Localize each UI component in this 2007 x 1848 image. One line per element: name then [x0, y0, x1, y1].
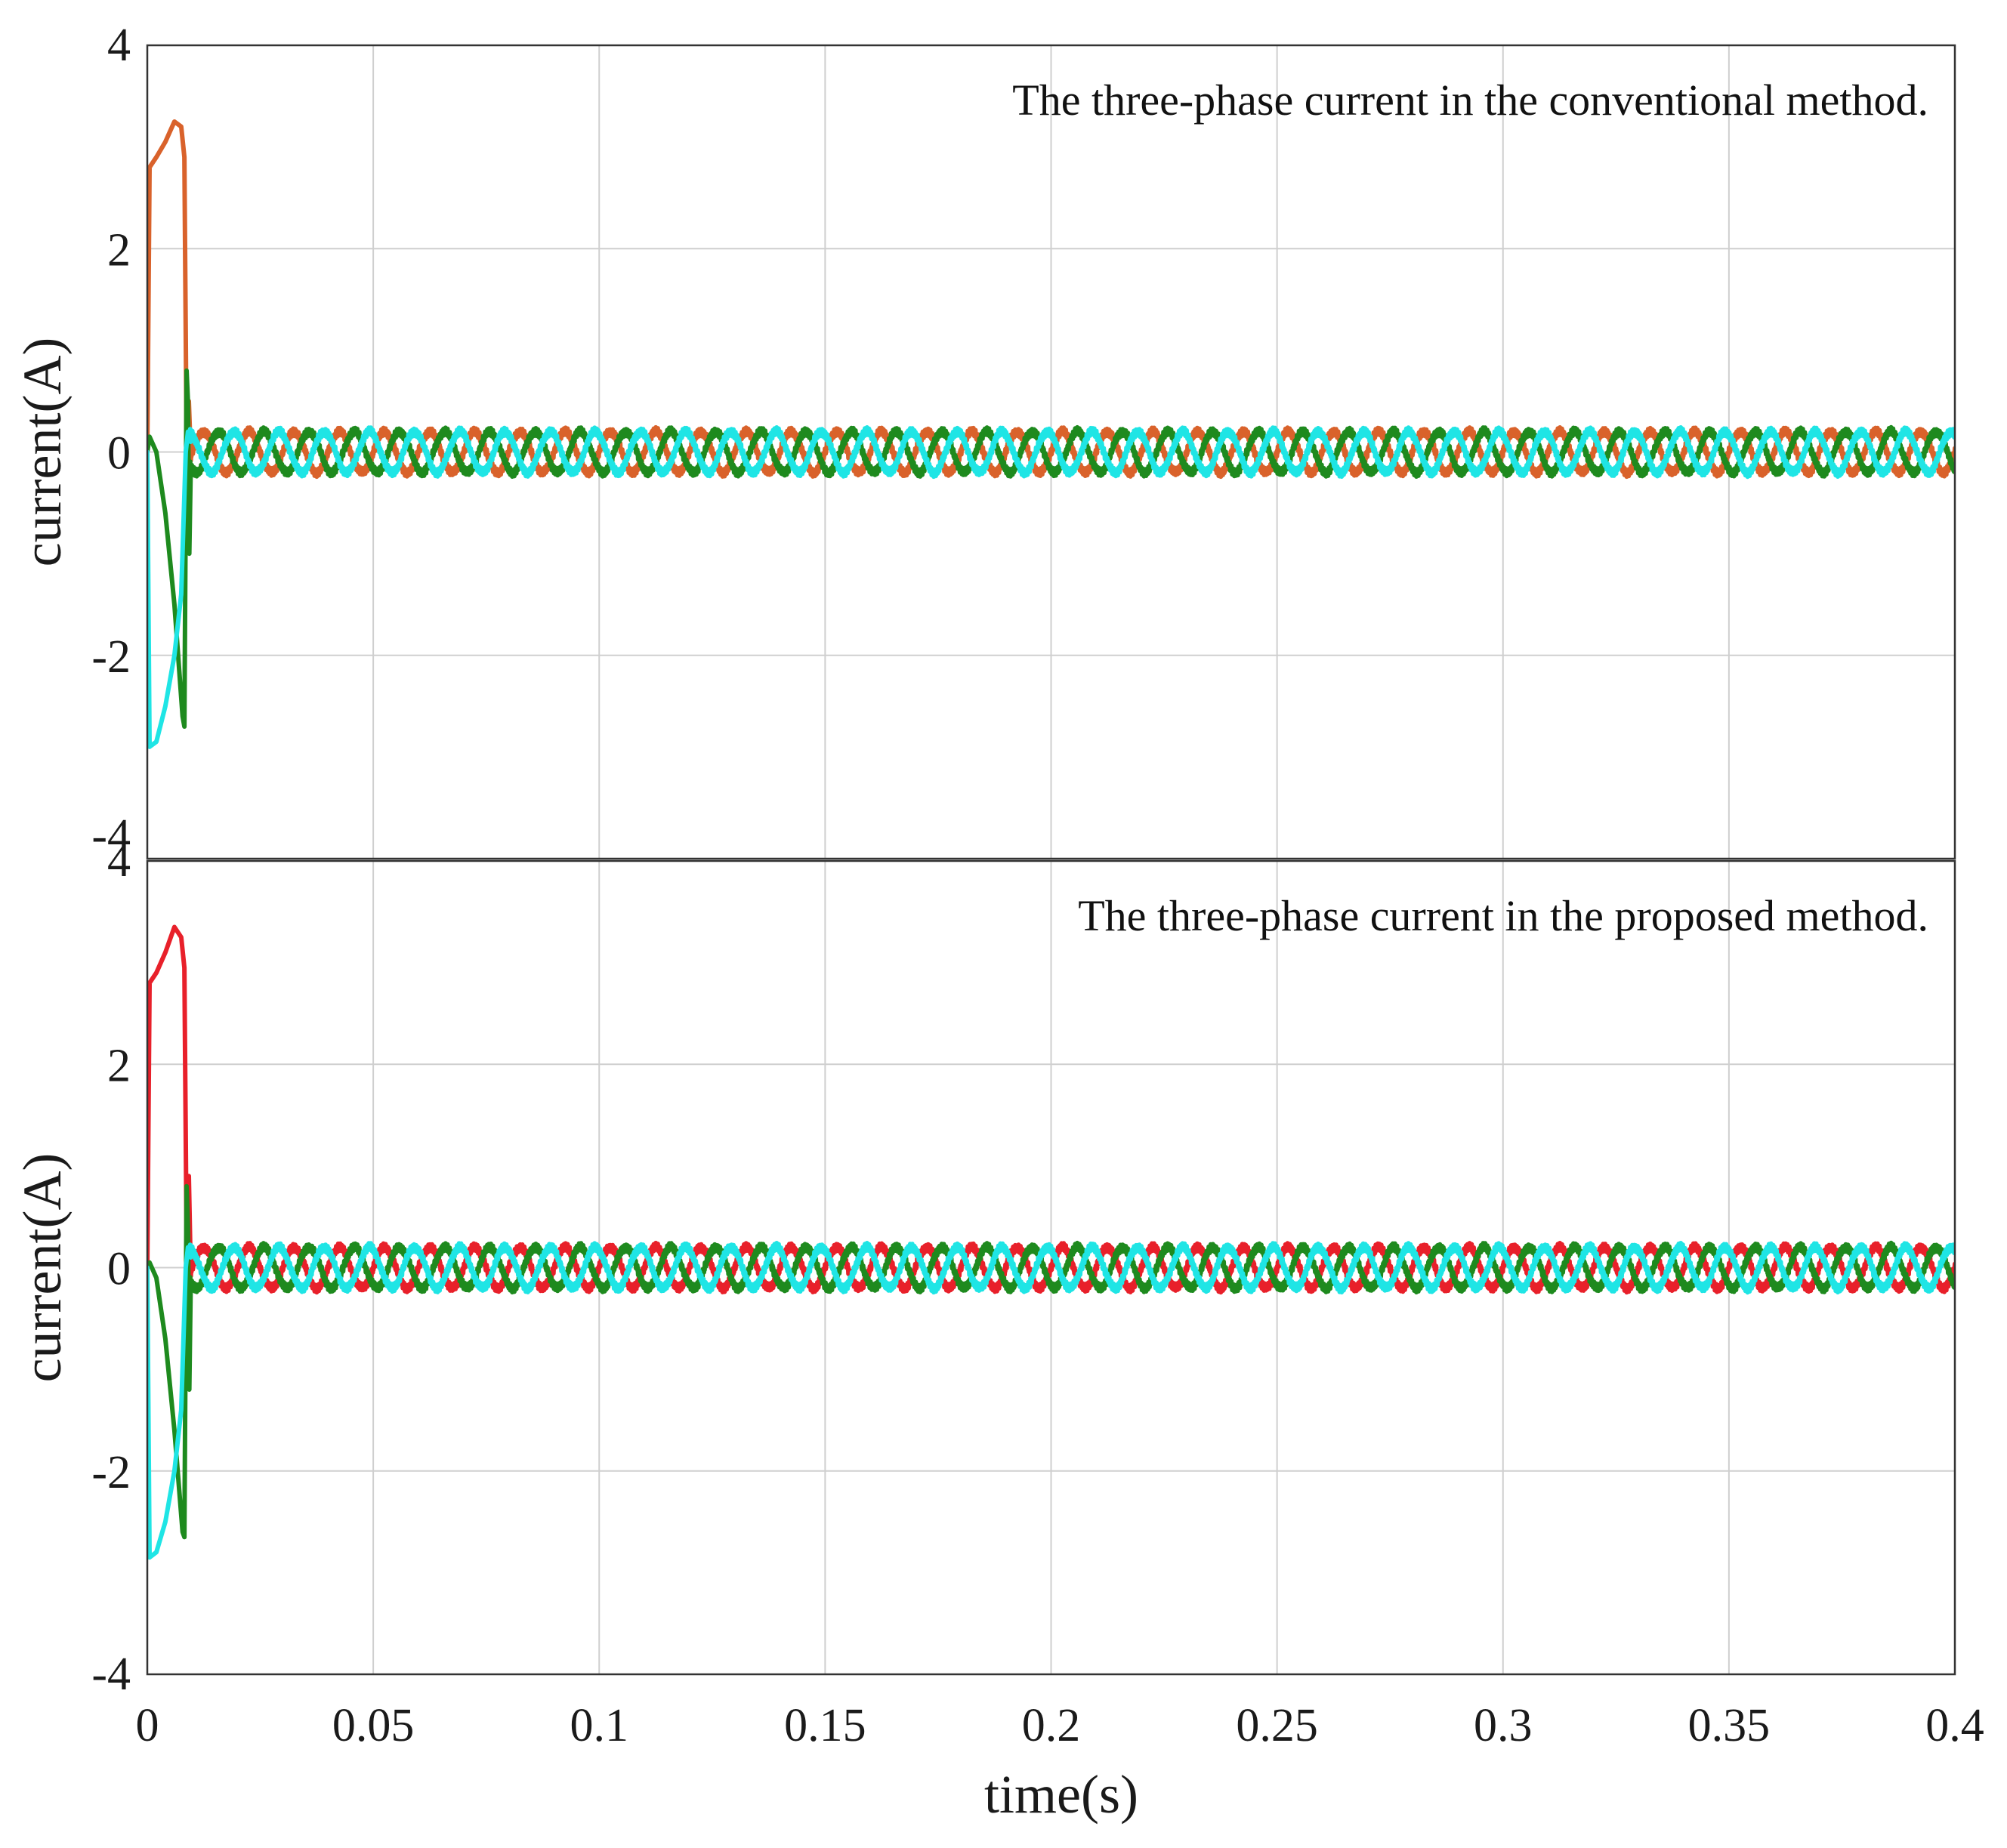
y-tick-label: -4: [91, 810, 131, 862]
x-tick-label: 0.25: [1236, 1700, 1318, 1751]
x-tick-label: 0.15: [784, 1700, 866, 1751]
x-tick-label: 0.05: [332, 1700, 415, 1751]
x-tick-label: 0.3: [1474, 1700, 1533, 1751]
y-tick-label: 0: [107, 1244, 131, 1295]
y-tick-label: 2: [107, 1040, 131, 1091]
series-line-2: [147, 1183, 1955, 1540]
y-tick-label: -2: [91, 631, 131, 683]
y-tick-label: -4: [91, 1649, 131, 1700]
y-tick-label: -2: [91, 1447, 131, 1498]
x-tick-label: 0.1: [570, 1700, 629, 1751]
y-axis-label: current(A): [12, 1153, 73, 1383]
y-tick-label: 4: [107, 20, 131, 71]
plot-frame: [146, 859, 1956, 1676]
y-tick-label: 2: [107, 224, 131, 276]
series-line-3: [147, 1241, 1955, 1560]
y-axis-label: current(A): [12, 338, 73, 567]
panels: -4 -2 0 2 4 current(A) The three-phase current…: [12, 20, 1984, 1751]
x-axis-label: time(s): [984, 1764, 1138, 1825]
x-tick-label: 0.4: [1925, 1700, 1984, 1751]
series-line-3: [147, 425, 1955, 749]
series-group: [147, 924, 1955, 1560]
panel-annotation: The three-phase current in the conventio…: [1012, 76, 1928, 125]
x-tick-label: 0.35: [1688, 1700, 1771, 1751]
x-tick-label: 0: [136, 1700, 159, 1751]
series-line-2: [147, 368, 1955, 729]
plot-frame: [146, 44, 1956, 860]
y-tick-label: 4: [107, 835, 131, 887]
y-tick-label: 0: [107, 428, 131, 480]
chart-panel-1: -4 -2 0 2 4 current(A) The three-phase current…: [12, 20, 1956, 862]
chart-panel-2: -4 -2 0 2 4 0 0.05 0.1 0.15 0.2 0.25 0.3 0.35 0.4 curr…: [12, 835, 1984, 1751]
series-group: [147, 119, 1955, 749]
x-tick-label: 0.2: [1022, 1700, 1081, 1751]
panel-annotation: The three-phase current in the proposed …: [1078, 891, 1928, 940]
